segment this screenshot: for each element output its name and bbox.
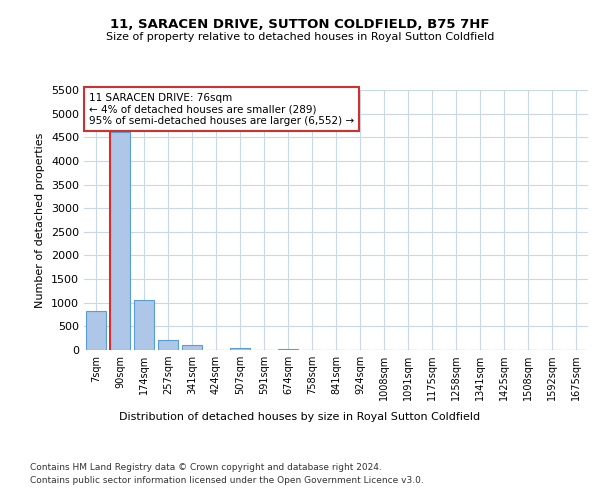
Text: Distribution of detached houses by size in Royal Sutton Coldfield: Distribution of detached houses by size … xyxy=(119,412,481,422)
Y-axis label: Number of detached properties: Number of detached properties xyxy=(35,132,46,308)
Bar xyxy=(134,300,154,350)
Text: 11 SARACEN DRIVE: 76sqm
← 4% of detached houses are smaller (289)
95% of semi-de: 11 SARACEN DRIVE: 76sqm ← 4% of detached… xyxy=(89,92,354,126)
Bar xyxy=(158,340,178,350)
Text: Size of property relative to detached houses in Royal Sutton Coldfield: Size of property relative to detached ho… xyxy=(106,32,494,42)
Bar xyxy=(182,346,202,350)
Text: 11, SARACEN DRIVE, SUTTON COLDFIELD, B75 7HF: 11, SARACEN DRIVE, SUTTON COLDFIELD, B75… xyxy=(110,18,490,30)
Bar xyxy=(278,348,298,350)
Bar xyxy=(86,311,106,350)
Bar xyxy=(110,132,130,350)
Text: Contains public sector information licensed under the Open Government Licence v3: Contains public sector information licen… xyxy=(30,476,424,485)
Bar xyxy=(230,348,250,350)
Text: Contains HM Land Registry data © Crown copyright and database right 2024.: Contains HM Land Registry data © Crown c… xyxy=(30,462,382,471)
